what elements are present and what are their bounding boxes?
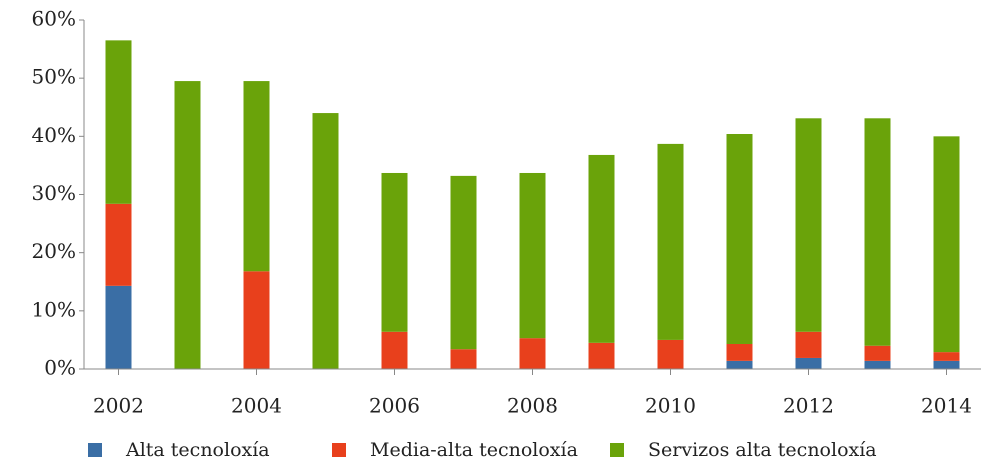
x-tick-label: 2006 — [369, 394, 420, 418]
bar-segment — [519, 338, 546, 369]
x-tick-label: 2002 — [93, 394, 144, 418]
y-tick-label: 60% — [32, 7, 76, 31]
bar-segment — [726, 134, 753, 344]
bar-segment — [864, 360, 891, 369]
x-tick-label: 2010 — [645, 394, 696, 418]
legend-swatch — [610, 443, 624, 457]
bar-segment — [726, 360, 753, 369]
x-tick-label: 2004 — [231, 394, 282, 418]
bar-segment — [657, 339, 684, 369]
bar-segment — [864, 345, 891, 361]
bar-segment — [243, 81, 270, 272]
bar-segment — [243, 271, 270, 369]
y-tick-label: 40% — [32, 123, 76, 147]
bar-segment — [105, 285, 132, 369]
bar-segment — [933, 136, 960, 353]
bar-segment — [450, 175, 477, 350]
x-tick-label: 2008 — [507, 394, 558, 418]
y-tick-label: 0% — [44, 356, 76, 380]
bar-segment — [933, 352, 960, 361]
y-tick-label: 50% — [32, 65, 76, 89]
bar-segment — [381, 172, 408, 332]
bar-segment — [795, 118, 822, 332]
y-tick-label: 30% — [32, 181, 76, 205]
legend-label: Servizos alta tecnoloxía — [648, 439, 877, 461]
bar-segment — [588, 154, 615, 343]
x-tick-label: 2012 — [783, 394, 834, 418]
legend-swatch — [332, 443, 346, 457]
bar-segment — [519, 172, 546, 339]
bar-segment — [726, 343, 753, 361]
bar-segment — [312, 113, 339, 369]
y-tick-label: 10% — [32, 297, 76, 321]
bar-segment — [795, 357, 822, 369]
bar-segment — [381, 331, 408, 369]
bar-segment — [864, 118, 891, 346]
y-tick-label: 20% — [32, 239, 76, 263]
bar-segment — [105, 40, 132, 204]
x-tick-label: 2014 — [921, 394, 972, 418]
bar-segment — [174, 81, 201, 369]
legend-label: Media-alta tecnoloxía — [370, 439, 578, 461]
legend-swatch — [88, 443, 102, 457]
bar-segment — [105, 203, 132, 286]
bar-segment — [450, 349, 477, 369]
bar-segment — [933, 360, 960, 369]
bar-segment — [588, 342, 615, 369]
legend-label: Alta tecnoloxía — [125, 439, 270, 461]
bar-segment — [657, 143, 684, 340]
bar-segment — [795, 331, 822, 358]
